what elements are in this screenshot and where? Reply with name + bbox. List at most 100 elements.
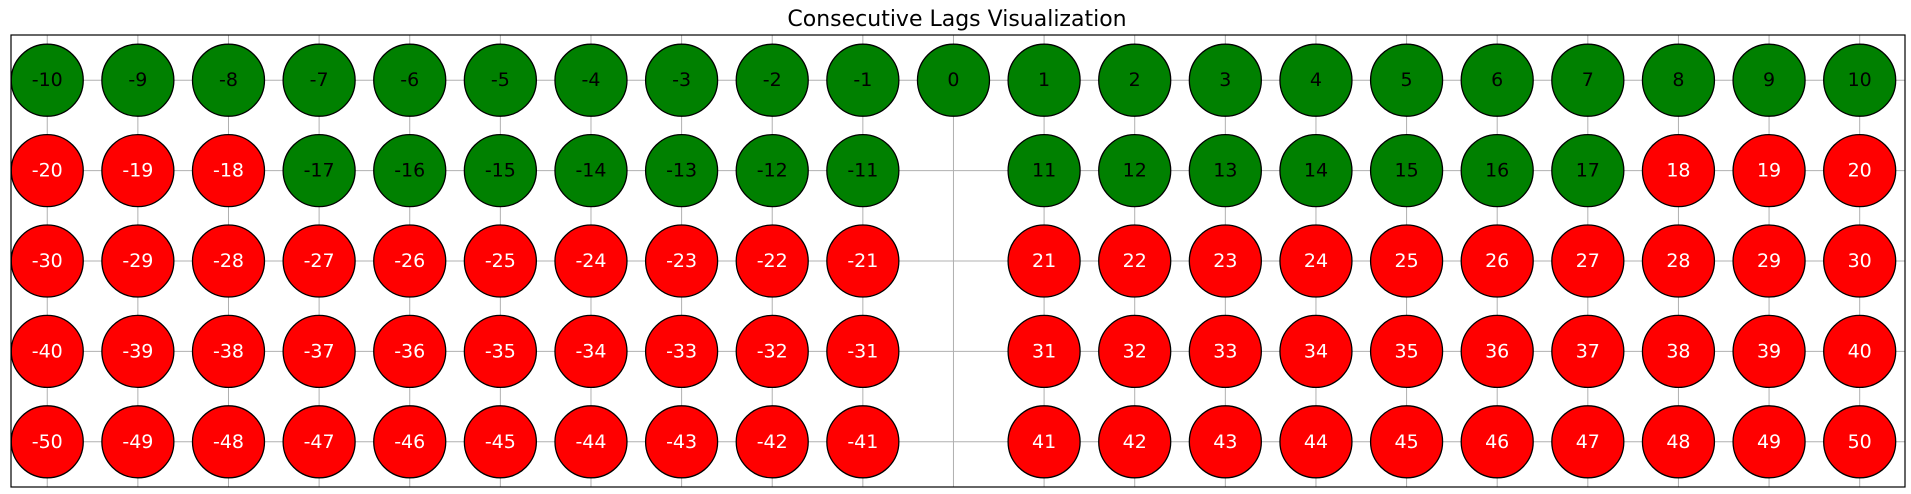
bubble-green bbox=[191, 43, 266, 117]
bubble-red bbox=[1188, 405, 1262, 479]
lag-bubble--2: -2 bbox=[735, 43, 809, 117]
bubble-label: 10 bbox=[1848, 69, 1872, 91]
lag-bubble--50: -50 bbox=[10, 405, 84, 479]
bubble-label: -26 bbox=[394, 250, 425, 272]
bubble-red bbox=[1460, 224, 1534, 298]
lag-bubble-48: 48 bbox=[1641, 405, 1716, 479]
bubble-label: -47 bbox=[304, 431, 335, 453]
bubble-label: 9 bbox=[1763, 69, 1775, 91]
lag-bubble-24: 24 bbox=[1279, 224, 1353, 298]
lag-bubble-42: 42 bbox=[1098, 405, 1172, 479]
bubble-label: 4 bbox=[1310, 69, 1322, 91]
bubble-red bbox=[1279, 314, 1353, 389]
lag-bubble-46: 46 bbox=[1460, 405, 1534, 479]
bubble-red bbox=[1188, 224, 1262, 298]
bubble-label: -34 bbox=[575, 340, 606, 362]
lag-bubble--32: -32 bbox=[735, 314, 809, 389]
lag-bubble-29: 29 bbox=[1732, 224, 1806, 298]
bubble-label: -5 bbox=[491, 69, 510, 91]
bubble-label: -24 bbox=[575, 250, 606, 272]
lag-bubble--15: -15 bbox=[463, 133, 538, 208]
bubble-red bbox=[1007, 314, 1081, 389]
lag-bubble-40: 40 bbox=[1823, 314, 1897, 389]
bubble-label: 7 bbox=[1582, 69, 1594, 91]
lag-bubble-47: 47 bbox=[1551, 405, 1625, 479]
bubble-green bbox=[1551, 43, 1625, 117]
bubble-red bbox=[282, 224, 356, 298]
bubble-red bbox=[463, 314, 538, 389]
bubble-green bbox=[1007, 43, 1081, 117]
bubble-green bbox=[1641, 43, 1716, 117]
lag-bubble-0: 0 bbox=[916, 43, 991, 117]
bubble-label: -38 bbox=[213, 340, 244, 362]
bubble-red bbox=[1823, 133, 1897, 208]
bubble-red bbox=[463, 224, 538, 298]
bubble-green bbox=[282, 43, 356, 117]
lag-bubble--26: -26 bbox=[373, 224, 447, 298]
lag-bubble--14: -14 bbox=[554, 133, 628, 208]
lag-bubble-44: 44 bbox=[1279, 405, 1353, 479]
lag-bubble--36: -36 bbox=[373, 314, 447, 389]
bubble-red bbox=[1369, 224, 1444, 298]
bubble-label: -12 bbox=[757, 160, 788, 182]
lag-bubble--28: -28 bbox=[191, 224, 266, 298]
lag-bubble-27: 27 bbox=[1551, 224, 1625, 298]
bubble-red bbox=[735, 314, 809, 389]
bubble-label: 1 bbox=[1038, 69, 1050, 91]
bubble-red bbox=[191, 133, 266, 208]
bubble-label: 47 bbox=[1576, 431, 1600, 453]
bubble-red bbox=[1188, 314, 1262, 389]
lag-bubble--16: -16 bbox=[373, 133, 447, 208]
bubble-label: -27 bbox=[304, 250, 335, 272]
bubble-label: -35 bbox=[485, 340, 516, 362]
bubble-red bbox=[1551, 405, 1625, 479]
lag-bubble-25: 25 bbox=[1369, 224, 1444, 298]
lag-bubble--39: -39 bbox=[101, 314, 175, 389]
bubble-label: -3 bbox=[672, 69, 691, 91]
lag-bubble--41: -41 bbox=[826, 405, 900, 479]
bubble-red bbox=[101, 405, 175, 479]
bubble-red bbox=[644, 224, 719, 298]
bubble-label: 26 bbox=[1485, 250, 1509, 272]
bubble-green bbox=[1279, 43, 1353, 117]
bubble-label: -30 bbox=[32, 250, 63, 272]
lag-bubble-10: 10 bbox=[1823, 43, 1897, 117]
bubble-label: 0 bbox=[947, 69, 959, 91]
lag-bubble--46: -46 bbox=[373, 405, 447, 479]
bubble-label: 29 bbox=[1757, 250, 1781, 272]
bubble-green bbox=[1007, 133, 1081, 208]
bubbles: -10 -9 -8 -7 -6 -5 -4 -3 -2 -1 0 1 2 3 4 5 6 7 8 9 10-20 -19-… bbox=[10, 43, 1897, 479]
lag-bubble--19: -19 bbox=[101, 133, 175, 208]
lag-bubble-33: 33 bbox=[1188, 314, 1262, 389]
lag-bubble-26: 26 bbox=[1460, 224, 1534, 298]
bubble-green bbox=[554, 133, 628, 208]
lag-bubble-38: 38 bbox=[1641, 314, 1716, 389]
bubble-green bbox=[463, 43, 538, 117]
bubble-red bbox=[191, 405, 266, 479]
lag-bubble-21: 21 bbox=[1007, 224, 1081, 298]
bubble-label: -2 bbox=[763, 69, 782, 91]
bubble-green bbox=[1460, 43, 1534, 117]
bubble-label: 35 bbox=[1394, 340, 1418, 362]
bubble-label: 38 bbox=[1666, 340, 1690, 362]
lag-bubble-9: 9 bbox=[1732, 43, 1806, 117]
bubble-red bbox=[1007, 224, 1081, 298]
plot-frame bbox=[10, 34, 1906, 488]
bubble-label: 48 bbox=[1666, 431, 1690, 453]
lag-bubble--4: -4 bbox=[554, 43, 628, 117]
bubble-red bbox=[1098, 314, 1172, 389]
bubble-red bbox=[1823, 405, 1897, 479]
bubble-label: 32 bbox=[1123, 340, 1147, 362]
bubble-red bbox=[282, 314, 356, 389]
bubble-label: 8 bbox=[1672, 69, 1684, 91]
bubble-green bbox=[644, 43, 719, 117]
bubble-label: 44 bbox=[1304, 431, 1328, 453]
bubble-label: -4 bbox=[582, 69, 601, 91]
lag-bubble--18: -18 bbox=[191, 133, 266, 208]
bubble-label: 17 bbox=[1576, 160, 1600, 182]
lag-bubble--29: -29 bbox=[101, 224, 175, 298]
bubble-label: -14 bbox=[575, 160, 606, 182]
bubble-red bbox=[554, 224, 628, 298]
bubble-label: -37 bbox=[304, 340, 335, 362]
bubble-label: 2 bbox=[1129, 69, 1141, 91]
